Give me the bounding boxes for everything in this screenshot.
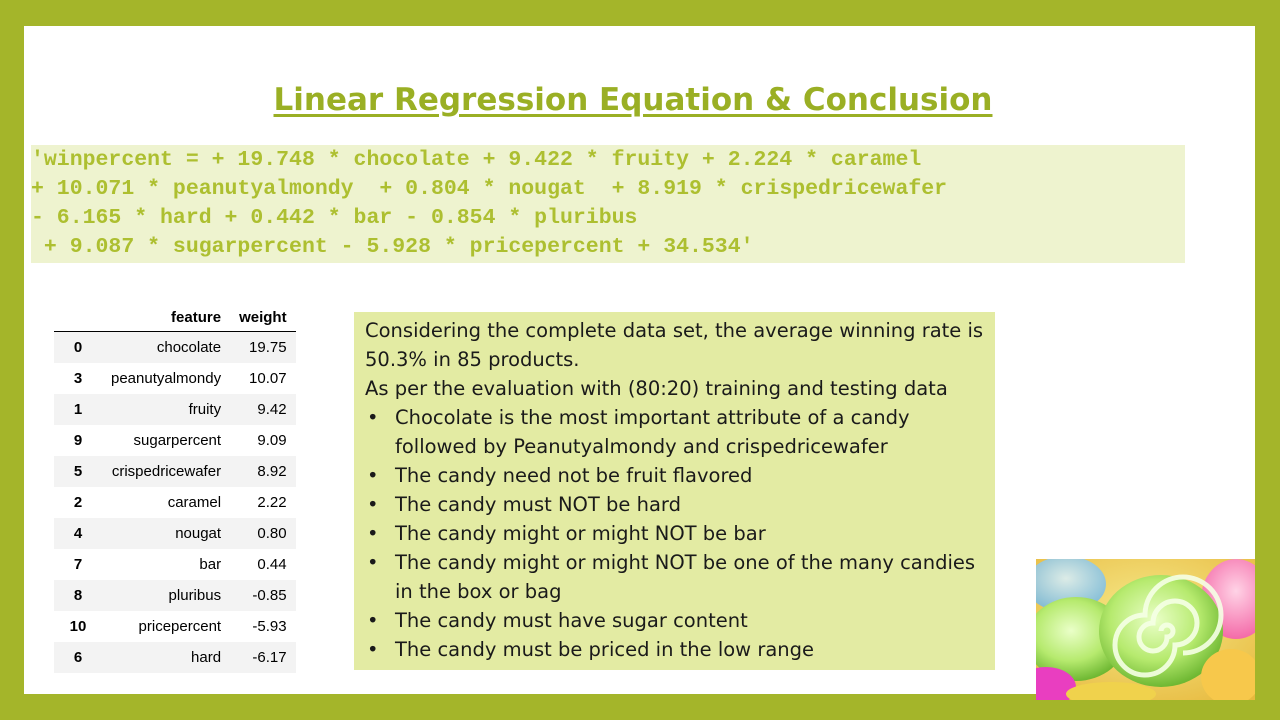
- table-row: 0 chocolate 19.75: [54, 331, 296, 363]
- bullet-icon: •: [367, 609, 379, 632]
- row-index: 7: [73, 556, 83, 573]
- table-row: 2 caramel 2.22: [54, 487, 296, 518]
- row-weight: 9.42: [230, 394, 296, 425]
- regression-equation: 'winpercent = + 19.748 * chocolate + 9.4…: [31, 145, 1185, 263]
- list-item: • The candy might or might NOT be bar: [365, 519, 985, 548]
- row-weight: 2.22: [257, 494, 287, 511]
- conclusion-evaluation-note: As per the evaluation with (80:20) train…: [365, 377, 948, 400]
- row-feature: sugarpercent: [133, 432, 222, 449]
- row-weight: 9.09: [257, 432, 287, 449]
- row-feature: pluribus: [102, 580, 231, 611]
- conclusion-box: Considering the complete data set, the a…: [354, 312, 995, 670]
- equation-line: - 6.165 * hard + 0.442 * bar - 0.854 * p…: [31, 206, 638, 230]
- list-item: • The candy must be priced in the low ran…: [365, 635, 985, 664]
- row-weight: 0.80: [230, 518, 296, 549]
- index-header: [54, 304, 102, 332]
- row-weight: 8.92: [230, 456, 296, 487]
- row-index: 5: [54, 456, 102, 487]
- row-index: 9: [73, 432, 83, 449]
- table-header-row: feature weight: [54, 304, 296, 332]
- bullet-icon: •: [367, 638, 379, 661]
- list-item-text: The candy might or might NOT be one of t…: [395, 551, 976, 603]
- list-item-text: Chocolate is the most important attribut…: [395, 406, 910, 458]
- conclusion-bullet-list: • Chocolate is the most important attribu…: [365, 403, 985, 664]
- list-item-text: The candy need not be fruit flavored: [395, 464, 753, 487]
- table-row: 3 peanutyalmondy 10.07: [54, 363, 296, 394]
- row-index: 8: [54, 580, 102, 611]
- equation-line: + 9.087 * sugarpercent - 5.928 * pricepe…: [31, 235, 754, 259]
- list-item-text: The candy must have sugar content: [395, 609, 748, 632]
- equation-line: 'winpercent = + 19.748 * chocolate + 9.4…: [31, 148, 922, 172]
- table-row: 10 pricepercent -5.93: [54, 611, 296, 642]
- row-feature: bar: [199, 556, 222, 573]
- bullet-icon: •: [367, 406, 379, 429]
- list-item: • The candy must have sugar content: [365, 606, 985, 635]
- bullet-icon: •: [367, 551, 379, 574]
- bullet-icon: •: [367, 522, 379, 545]
- row-index: 1: [54, 394, 102, 425]
- weight-header: weight: [230, 304, 296, 332]
- row-feature: hard: [102, 642, 231, 673]
- table-row: 6 hard -6.17: [54, 642, 296, 673]
- list-item: • The candy need not be fruit flavored: [365, 461, 985, 490]
- list-item: • The candy might or might NOT be one of …: [365, 548, 985, 606]
- row-weight: -6.17: [230, 642, 296, 673]
- table-row: 8 pluribus -0.85: [54, 580, 296, 611]
- row-feature: caramel: [167, 494, 222, 511]
- row-feature: pricepercent: [138, 618, 222, 635]
- row-weight: 10.07: [249, 370, 287, 387]
- list-item: • Chocolate is the most important attribu…: [365, 403, 985, 461]
- feature-header: feature: [102, 304, 231, 332]
- list-item-text: The candy might or might NOT be bar: [395, 522, 766, 545]
- table-row: 5 crispedricewafer 8.92: [54, 456, 296, 487]
- bullet-icon: •: [367, 493, 379, 516]
- row-weight: -5.93: [252, 618, 287, 635]
- slide: Linear Regression Equation & Conclusion …: [24, 26, 1255, 700]
- equation-line: + 10.071 * peanutyalmondy + 0.804 * noug…: [31, 177, 948, 201]
- slide-title: Linear Regression Equation & Conclusion: [273, 82, 993, 118]
- row-weight: 0.44: [257, 556, 287, 573]
- list-item-text: The candy must NOT be hard: [395, 493, 681, 516]
- table-row: 9 sugarpercent 9.09: [54, 425, 296, 456]
- candy-photo: [1036, 559, 1255, 700]
- table-row: 7 bar 0.44: [54, 549, 296, 580]
- row-feature: fruity: [102, 394, 231, 425]
- row-weight: 19.75: [230, 331, 296, 363]
- row-feature: nougat: [102, 518, 231, 549]
- row-index: 0: [54, 331, 102, 363]
- conclusion-intro: Considering the complete data set, the a…: [365, 319, 984, 371]
- row-weight: -0.85: [230, 580, 296, 611]
- row-feature: crispedricewafer: [102, 456, 231, 487]
- feature-weight-table: feature weight 0 chocolate 19.75 3 peanu…: [54, 304, 296, 673]
- table-row: 4 nougat 0.80: [54, 518, 296, 549]
- row-index: 2: [73, 494, 83, 511]
- row-index: 10: [69, 618, 87, 635]
- row-index: 6: [54, 642, 102, 673]
- list-item-text: The candy must be priced in the low rang…: [395, 638, 815, 661]
- row-index: 3: [73, 370, 83, 387]
- bullet-icon: •: [367, 464, 379, 487]
- row-index: 4: [54, 518, 102, 549]
- table-row: 1 fruity 9.42: [54, 394, 296, 425]
- row-feature: chocolate: [102, 331, 231, 363]
- list-item: • The candy must NOT be hard: [365, 490, 985, 519]
- row-feature: peanutyalmondy: [111, 370, 222, 387]
